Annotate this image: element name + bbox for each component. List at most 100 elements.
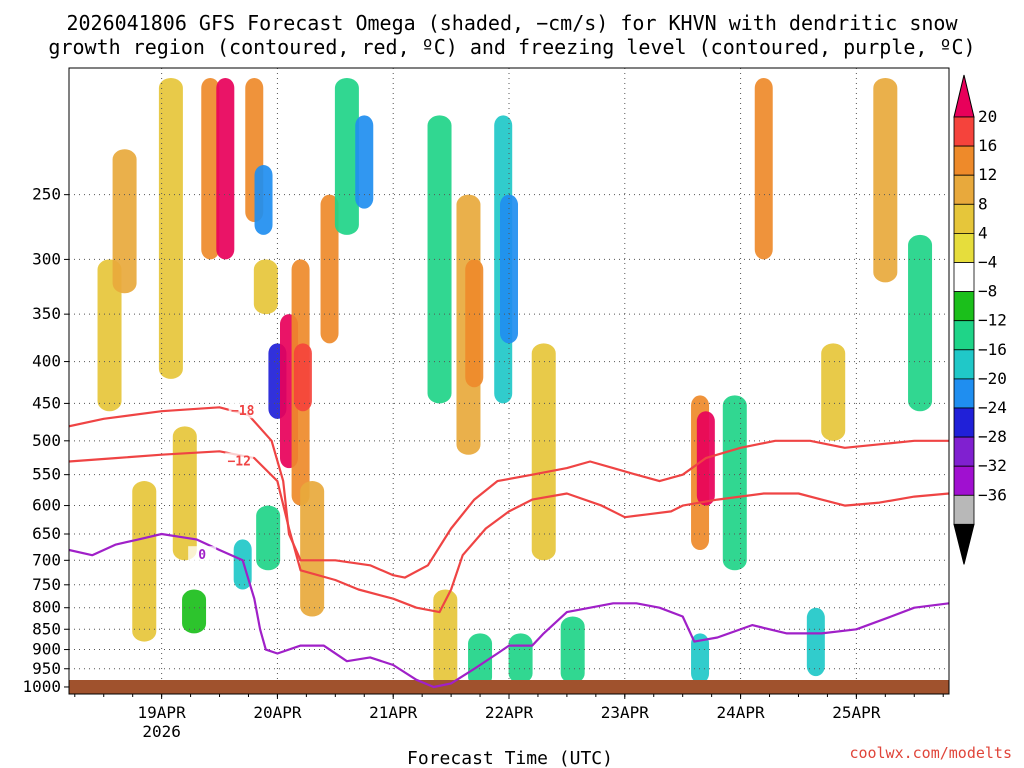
y-tick-label-350: 350 [32, 304, 61, 323]
contour-line-0 [69, 532, 949, 689]
colorbar-label-10: −24 [978, 398, 1007, 417]
omega-cell-39 [821, 343, 846, 441]
ground-surface-band [69, 680, 949, 694]
omega-cell-0 [97, 259, 122, 412]
colorbar-top-arrow [953, 74, 975, 118]
x-tick-label-19APR: 19APR [138, 703, 187, 722]
colorbar-segment-7 [953, 291, 975, 322]
y-tick-label-700: 700 [32, 550, 61, 569]
colorbar-label-1: 16 [978, 136, 997, 155]
omega-cell-3 [158, 78, 183, 379]
y-tick-label-400: 400 [32, 352, 61, 371]
x-tick-label-20APR: 20APR [253, 703, 302, 722]
omega-cell-35 [754, 78, 773, 260]
omega-cell-17 [300, 481, 325, 617]
contour-line--12 [69, 450, 949, 614]
y-tick-label-450: 450 [32, 393, 61, 412]
omega-cell-30 [560, 616, 585, 684]
y-tick-label-650: 650 [32, 524, 61, 543]
omega-cell-25 [468, 633, 493, 687]
omega-shading-layer [97, 78, 933, 687]
omega-cell-11 [253, 259, 278, 315]
colorbar-segment-9 [953, 349, 975, 380]
colorbar-segment-5 [953, 232, 975, 263]
omega-cell-5 [182, 589, 207, 634]
colorbar-label-5: −4 [978, 253, 997, 272]
y-tick-label-950: 950 [32, 659, 61, 678]
omega-cell-28 [508, 633, 533, 684]
y-tick-label-800: 800 [32, 598, 61, 617]
colorbar-segment-8 [953, 320, 975, 351]
colorbar-segment-10 [953, 378, 975, 409]
x-tick-label-24APR: 24APR [716, 703, 765, 722]
colorbar-segment-6 [953, 262, 975, 293]
omega-cell-27 [500, 194, 518, 344]
x-tick-label-23APR: 23APR [601, 703, 650, 722]
contour-line--18 [69, 406, 949, 579]
colorbar-segment-13 [953, 465, 975, 496]
omega-cell-22 [433, 589, 458, 687]
x-axis-label: Forecast Time (UTC) [407, 748, 613, 768]
omega-cell-1 [112, 149, 137, 294]
colorbar-segment-11 [953, 407, 975, 438]
temperature-contours: −18 −12 0 [69, 402, 949, 689]
y-tick-label-550: 550 [32, 465, 61, 484]
omega-cell-7 [216, 78, 235, 260]
omega-cell-12 [256, 505, 281, 571]
omega-cell-2 [132, 481, 157, 642]
colorbar-label-8: −16 [978, 340, 1007, 359]
colorbar-label-2: 12 [978, 165, 997, 184]
omega-cell-19 [334, 78, 359, 235]
chart-title-line-2: growth region (contoured, red, ºC) and f… [48, 35, 975, 59]
credit-link[interactable]: coolwx.com/modelts [849, 744, 1012, 762]
omega-cell-6 [201, 78, 220, 260]
colorbar-label-12: −32 [978, 456, 1007, 475]
y-tick-label-900: 900 [32, 640, 61, 659]
colorbar-label-6: −8 [978, 282, 997, 301]
omega-cell-29 [531, 343, 556, 561]
colorbar-bottom-arrow [953, 523, 975, 565]
colorbar-label-0: 20 [978, 107, 997, 126]
colorbar-segment-4 [953, 203, 975, 234]
plot-area: −18 −12 0 [68, 67, 950, 695]
colorbar-segment-1 [953, 116, 975, 147]
colorbar: 20 16 12 8 4 −4 −8 −12 −16 −20 −24 −28 −32 −36 [953, 74, 1007, 565]
contour-label-0: 0 [198, 548, 206, 563]
y-tick-label-850: 850 [32, 619, 61, 638]
colorbar-segment-3 [953, 174, 975, 205]
y-tick-label-300: 300 [32, 249, 61, 268]
omega-cell-33 [691, 633, 710, 684]
x-tick-year-label: 2026 [142, 722, 181, 741]
omega-cell-38 [806, 607, 825, 677]
y-tick-label-250: 250 [32, 185, 61, 204]
omega-cell-4 [172, 426, 197, 561]
colorbar-label-4: 4 [978, 223, 988, 242]
contour-label--12: −12 [227, 455, 250, 470]
omega-cell-20 [355, 115, 374, 209]
x-tick-label-22APR: 22APR [485, 703, 534, 722]
colorbar-label-7: −12 [978, 311, 1007, 330]
omega-cell-34 [722, 395, 747, 571]
colorbar-label-3: 8 [978, 194, 988, 213]
contour-label-bg--18 [228, 402, 257, 419]
colorbar-segment-2 [953, 145, 975, 176]
x-tick-label-21APR: 21APR [369, 703, 418, 722]
y-tick-label-1000: 1000 [22, 677, 61, 696]
colorbar-label-11: −28 [978, 427, 1007, 446]
y-tick-label-500: 500 [32, 431, 61, 450]
omega-cell-36 [873, 78, 898, 283]
contour-label-bg-0 [188, 546, 217, 563]
colorbar-label-13: −36 [978, 485, 1007, 504]
x-tick-label-25APR: 25APR [832, 703, 881, 722]
colorbar-segment-12 [953, 436, 975, 467]
omega-cell-37 [908, 234, 933, 412]
chart-title-line-1: 2026041806 GFS Forecast Omega (shaded, −… [66, 11, 958, 35]
contour-label-bg--12 [225, 452, 254, 469]
contour-label--18: −18 [231, 404, 255, 419]
omega-cell-18 [320, 194, 339, 344]
y-tick-label-750: 750 [32, 575, 61, 594]
omega-cell-10 [254, 165, 273, 235]
colorbar-segment-14 [953, 494, 975, 525]
